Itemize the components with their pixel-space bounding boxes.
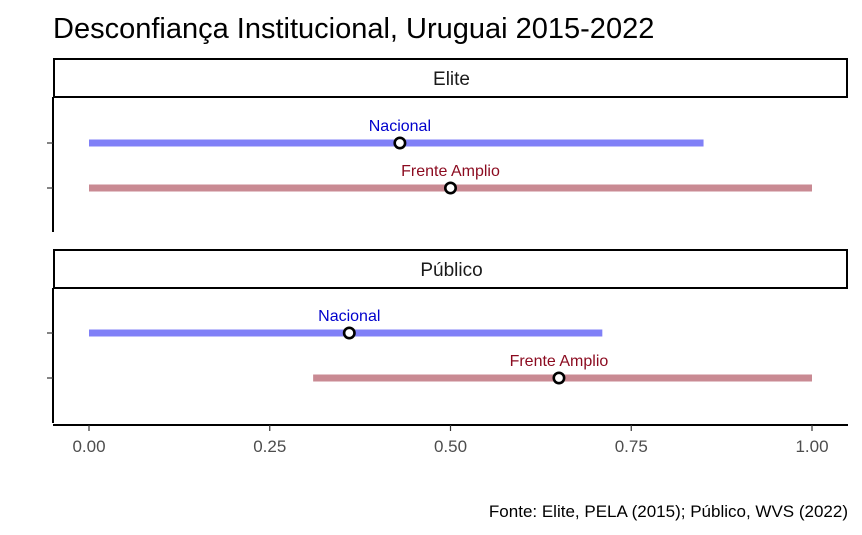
- facet-strip-label: Elite: [433, 69, 470, 90]
- facet-panels: Elite Nacional Frente Amplio Público Naciona…: [47, 58, 848, 423]
- point-marker: [552, 371, 566, 385]
- point-marker: [393, 136, 407, 150]
- facet-0: Elite Nacional Frente Amplio: [47, 58, 848, 232]
- series-label: Nacional: [318, 308, 380, 325]
- x-axis: 0.00 0.25 0.50 0.75 1.00: [53, 424, 848, 456]
- series-label: Frente Amplio: [510, 353, 609, 370]
- x-tick-label: 0.25: [253, 437, 286, 456]
- facet-strip-label: Público: [420, 260, 482, 281]
- facet-strip: [53, 58, 848, 98]
- facet-1: Público Nacional Frente Amplio: [47, 249, 848, 423]
- x-tick-label: 1.00: [795, 437, 828, 456]
- facet-strip: [53, 249, 848, 289]
- chart-caption: Fonte: Elite, PELA (2015); Público, WVS …: [489, 502, 848, 521]
- point-marker: [443, 181, 457, 195]
- series-label: Nacional: [369, 118, 431, 135]
- x-tick-label: 0.00: [72, 437, 105, 456]
- x-tick-label: 0.75: [615, 437, 648, 456]
- point-marker: [342, 326, 356, 340]
- chart-title: Desconfiança Institucional, Uruguai 2015…: [53, 13, 654, 45]
- x-tick-label: 0.50: [434, 437, 467, 456]
- series-label: Frente Amplio: [401, 163, 500, 180]
